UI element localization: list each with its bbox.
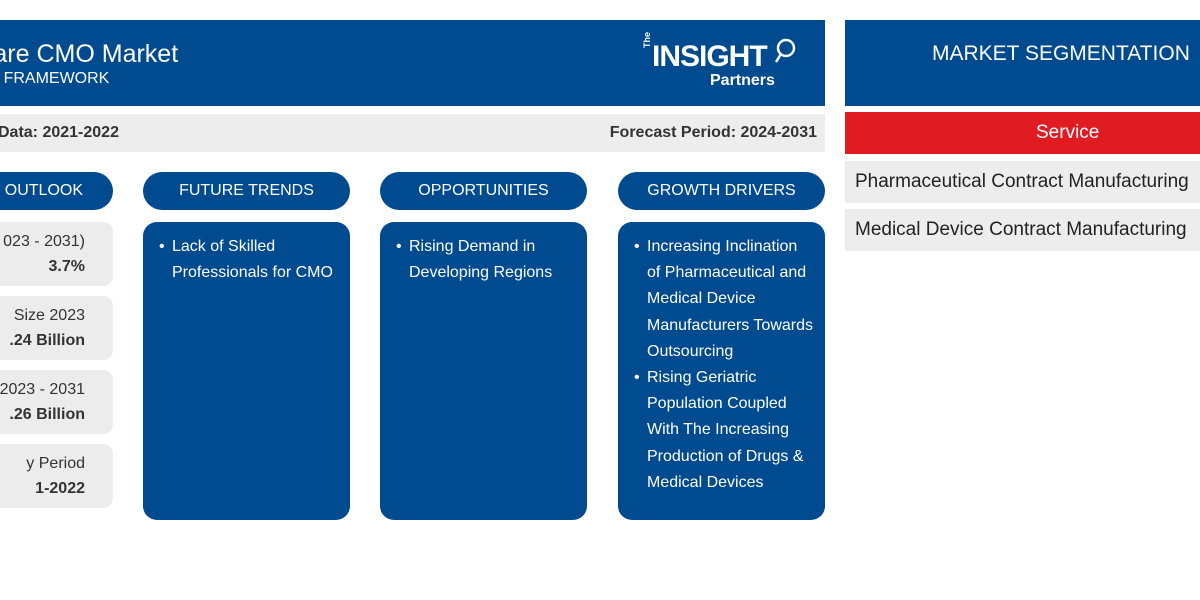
future-trends-card: Lack of Skilled Professionals for CMO [143,222,350,520]
segmentation-header [845,20,1200,106]
growth-drivers-card: Increasing Inclination of Pharmaceutical… [618,222,825,520]
stat-label: y Period [26,455,85,472]
segment-item-label: Medical Device Contract Manufacturing [855,219,1187,240]
logo-prefix: The [642,31,652,48]
segmentation-title: MARKET SEGMENTATION [932,42,1190,65]
stat-value: .24 Billion [9,332,85,349]
outlook-header: OUTLOOK [0,172,113,210]
stat-label: e 2023 - 2031 [0,381,85,398]
stat-label: 023 - 2031) [3,233,85,250]
future-trend-item: Lack of Skilled Professionals for CMO [159,234,340,286]
historical-data-label: Data: 2021-2022 [0,124,119,141]
forecast-period-label: Forecast Period: 2024-2031 [609,124,817,141]
period-bar [0,114,825,152]
opportunities-card: Rising Demand in Developing Regions [380,222,587,520]
opportunity-item: Rising Demand in Developing Regions [396,234,577,286]
stat-value: 3.7% [48,258,85,275]
stat-card-market-size-2031: e 2023 - 2031 .26 Billion [0,370,113,434]
segment-category-bar [845,112,1200,154]
logo-partners: Partners [710,72,775,89]
stat-card-cagr: 023 - 2031) 3.7% [0,222,113,286]
stat-value: .26 Billion [9,406,85,423]
segment-item-label: Pharmaceutical Contract Manufacturing [855,171,1189,192]
opportunities-header: OPPORTUNITIES [380,172,587,210]
report-title: ncare CMO Market [0,40,179,68]
report-subtitle: EGIC FRAMEWORK [0,70,110,87]
growth-drivers-header: GROWTH DRIVERS [618,172,825,210]
segment-item-row [845,161,1200,203]
insight-partners-logo: The INSIGHT Partners [640,32,800,94]
stat-card-history-period: y Period 1-2022 [0,444,113,508]
stat-card-market-size-2023: Size 2023 .24 Billion [0,296,113,360]
growth-driver-item: Increasing Inclination of Pharmaceutical… [634,234,815,365]
segment-item-row [845,209,1200,251]
header-banner [0,20,825,106]
future-trends-header: FUTURE TRENDS [143,172,350,210]
logo-insight: INSIGHT [652,40,768,73]
stat-label: Size 2023 [13,307,85,324]
growth-driver-item: Rising Geriatric Population Coupled With… [634,365,815,496]
segment-category-label: Service [1036,122,1100,143]
stat-value: 1-2022 [35,480,85,497]
logo-magnifier-icon [774,38,796,63]
